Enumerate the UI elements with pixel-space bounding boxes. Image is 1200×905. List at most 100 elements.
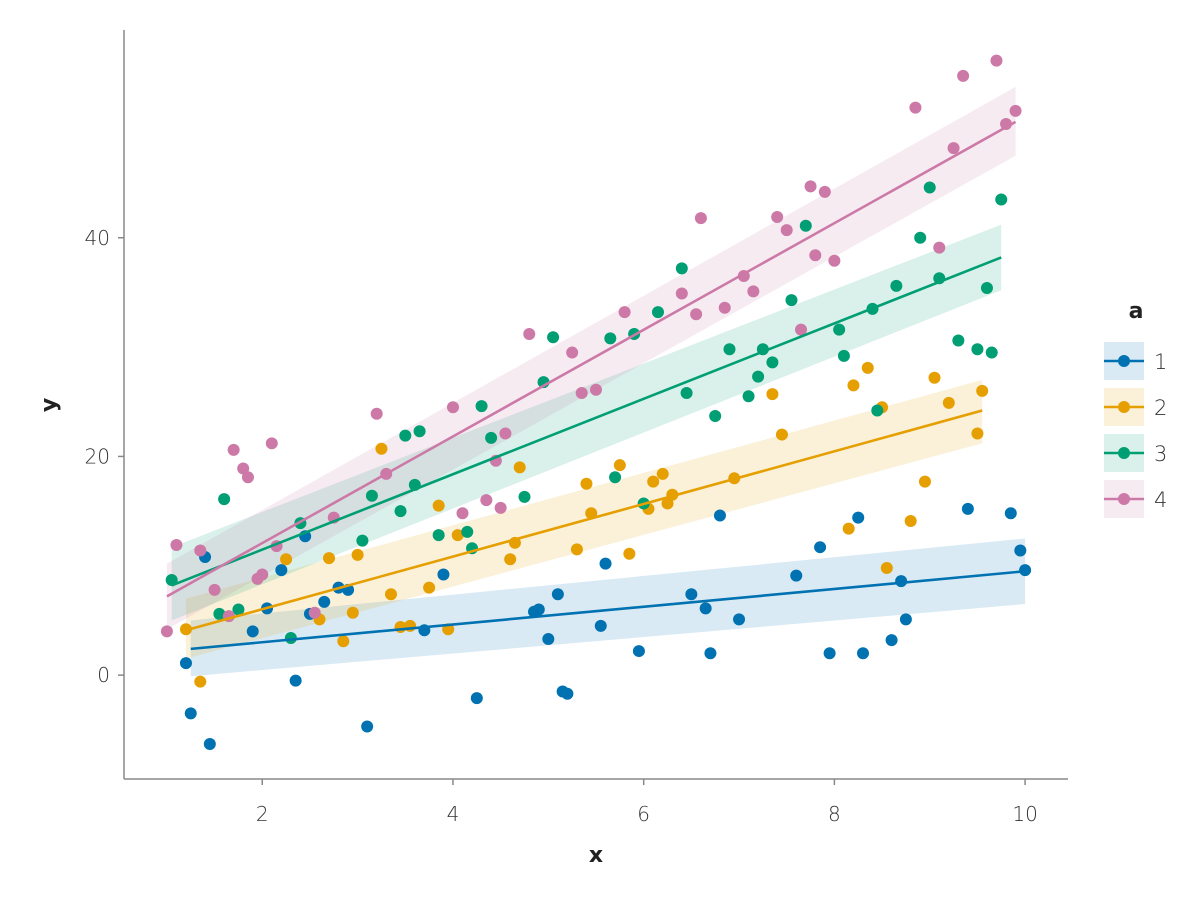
x-tick-label-8: 8 [828,802,841,826]
legend-label-4: 4 [1154,488,1167,512]
point-series-3-38 [871,404,884,417]
point-series-1-31 [790,569,803,582]
legend-swatch-marker-3 [1118,447,1130,459]
point-series-2-34 [861,361,874,374]
point-series-4-14 [370,407,383,420]
fit-line-2 [185,409,983,632]
point-series-2-37 [904,514,917,527]
fit-line-4 [166,120,1017,598]
point-series-4-1 [170,539,183,552]
point-series-2-9 [384,588,397,601]
point-series-4-9 [256,568,269,581]
point-series-1-30 [733,613,746,626]
point-series-4-34 [780,224,793,237]
point-series-2-2 [280,553,293,566]
point-series-3-13 [461,525,474,538]
point-series-4-25 [590,383,602,396]
point-series-1-32 [814,541,827,554]
point-series-2-5 [337,635,350,648]
point-series-3-21 [609,471,622,484]
point-series-1-24 [599,557,612,570]
point-series-3-45 [980,282,993,295]
point-series-1-19 [542,633,555,646]
point-series-3-47 [995,193,1008,206]
point-series-1-36 [885,634,898,647]
point-series-2-12 [423,581,436,594]
point-series-4-28 [690,308,703,321]
point-series-4-33 [771,210,784,223]
point-series-4-22 [523,327,536,340]
point-series-2-33 [847,379,860,392]
point-series-3-11 [413,425,426,438]
point-series-4-41 [933,241,946,254]
point-series-3-1 [213,607,226,620]
point-series-4-0 [160,625,173,638]
x-tick-label-4: 4 [447,802,460,826]
y-tick-label-20: 20 [85,444,110,468]
point-series-3-7 [365,489,378,502]
point-series-3-8 [394,505,407,518]
point-series-1-39 [961,502,974,515]
point-series-4-35 [795,323,808,336]
fit-lines [166,120,1026,651]
point-series-2-19 [570,543,583,556]
point-series-4-16 [446,401,459,414]
point-series-1-18 [532,603,545,616]
point-series-2-26 [656,467,669,480]
point-series-2-7 [351,548,364,561]
point-series-4-17 [456,507,469,520]
axes: 2 4 6 8 10 0 20 40 [85,30,1068,826]
x-tick-label-6: 6 [637,802,650,826]
point-series-4-46 [1009,104,1022,117]
point-series-1-27 [699,602,712,615]
point-series-2-36 [880,561,893,574]
point-series-2-4 [323,552,336,565]
point-series-2-25 [647,475,660,488]
point-series-1-10 [318,595,331,608]
point-series-1-42 [1019,564,1032,577]
point-series-4-3 [208,583,221,596]
point-series-1-0 [179,657,192,670]
legend-label-2: 2 [1154,396,1167,420]
point-series-1-7 [289,674,302,687]
point-series-1-35 [856,647,869,660]
point-series-4-23 [566,346,579,359]
point-series-3-2 [218,493,231,506]
point-series-2-13 [432,499,445,512]
point-series-1-33 [823,647,836,660]
y-tick-label-40: 40 [85,226,110,250]
point-series-3-15 [475,400,488,413]
point-series-1-41 [1014,544,1027,557]
point-series-2-41 [971,427,984,440]
point-series-1-13 [361,720,374,733]
legend-label-3: 3 [1154,442,1167,466]
point-series-4-45 [1000,118,1013,131]
point-series-4-12 [308,606,321,619]
point-series-3-3 [232,603,245,616]
point-series-4-39 [828,254,841,267]
point-series-3-40 [914,231,927,244]
point-series-4-21 [499,427,512,440]
point-series-3-17 [518,490,531,503]
x-tick-label-2: 2 [256,802,269,826]
point-series-3-30 [752,370,765,383]
x-tick-label-10: 10 [1012,802,1037,826]
point-series-3-46 [985,346,998,359]
point-series-4-26 [618,306,631,319]
point-series-1-20 [551,588,564,601]
point-series-4-43 [957,69,970,82]
fit-line-1 [190,569,1026,651]
point-series-4-36 [804,180,817,193]
point-series-1-22 [561,687,574,700]
point-series-3-24 [651,306,664,319]
point-series-1-23 [594,619,607,632]
point-series-3-35 [833,323,846,336]
point-series-3-26 [680,387,693,400]
point-series-3-28 [723,343,736,356]
point-series-4-38 [818,185,831,198]
point-series-2-27 [661,497,674,510]
point-series-4-27 [675,287,688,300]
fit-line-3 [171,256,1002,587]
point-series-4-40 [909,101,922,114]
